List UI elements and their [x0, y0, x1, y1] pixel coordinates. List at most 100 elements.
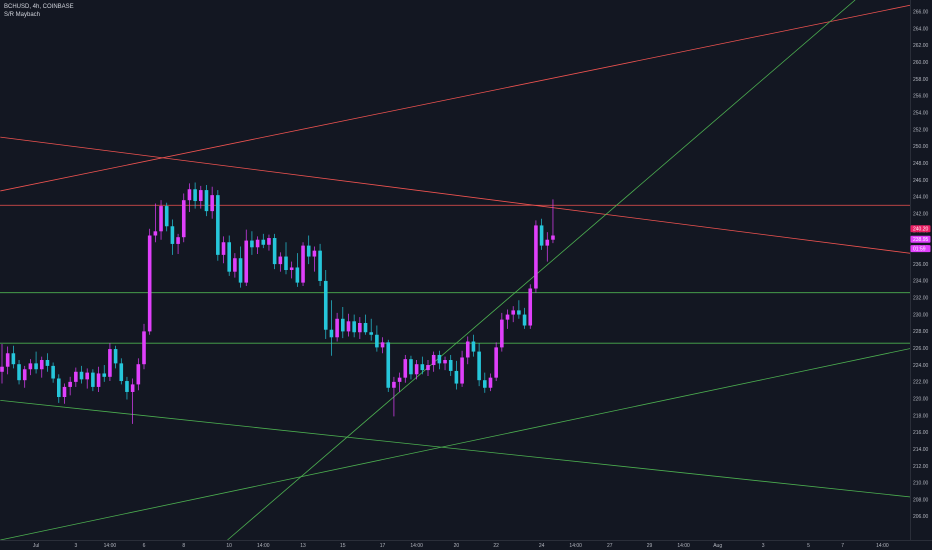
- candle-body: [545, 239, 550, 246]
- candle: [437, 350, 442, 370]
- indicator-name[interactable]: S/R Maybach: [4, 12, 41, 18]
- time-tick-label: 20: [454, 543, 460, 549]
- candle-body: [136, 364, 141, 385]
- candle-body: [460, 357, 464, 384]
- candle: [255, 236, 260, 255]
- candle: [494, 342, 498, 382]
- candle: [488, 373, 493, 392]
- candle-body: [238, 258, 243, 283]
- price-tick-label: 250.00: [913, 144, 929, 150]
- candle: [142, 323, 146, 370]
- candle: [210, 186, 214, 219]
- price-tick-label: 232.00: [913, 296, 929, 302]
- candle: [102, 365, 107, 382]
- candle-body: [216, 195, 220, 255]
- candle-body: [39, 360, 44, 370]
- candle: [261, 233, 266, 249]
- candle: [341, 307, 345, 339]
- candle: [130, 378, 135, 424]
- price-tick-label: 216.00: [913, 430, 929, 436]
- candle-body: [392, 381, 396, 388]
- candle: [471, 334, 476, 357]
- price-tick-label: 212.00: [913, 464, 929, 470]
- trend-line-green-ascending[interactable]: [0, 343, 932, 541]
- time-tick-label: 27: [607, 543, 613, 549]
- price-tick-label: 230.00: [913, 312, 929, 318]
- time-tick-label: 14:00: [410, 543, 423, 549]
- candle: [181, 193, 186, 243]
- candle-body: [306, 245, 311, 257]
- candle-body: [261, 239, 266, 245]
- candle-body: [386, 342, 391, 388]
- candle-body: [57, 378, 61, 398]
- candle-body: [471, 341, 476, 352]
- candle: [113, 345, 118, 369]
- candle: [193, 182, 197, 209]
- trend-line-red-descending[interactable]: [0, 136, 932, 257]
- trend-line-green-steep[interactable]: [227, 0, 856, 541]
- candle: [272, 233, 277, 270]
- time-tick-label: 14:00: [569, 543, 582, 549]
- candle-body: [335, 318, 339, 338]
- trend-line-green-descending[interactable]: [0, 399, 932, 500]
- candle: [170, 219, 175, 255]
- candle: [233, 253, 237, 278]
- candle-body: [28, 363, 33, 370]
- candle: [301, 242, 305, 286]
- candle-body: [500, 319, 504, 348]
- candle: [312, 246, 317, 272]
- candle: [62, 383, 67, 404]
- price-tick-label: 226.00: [913, 346, 929, 352]
- candle-body: [397, 377, 402, 382]
- candle: [323, 270, 328, 339]
- time-tick-label: 24: [539, 543, 545, 549]
- candle: [96, 366, 101, 392]
- price-tick-label: 248.00: [913, 161, 929, 167]
- candle: [238, 246, 243, 288]
- candle-body: [295, 267, 300, 283]
- candle: [74, 367, 78, 387]
- time-tick-label: 17: [380, 543, 386, 549]
- candle: [431, 351, 436, 372]
- candle: [34, 351, 38, 374]
- candle-body: [0, 366, 4, 372]
- price-tick-label: 210.00: [913, 481, 929, 487]
- candle: [199, 185, 203, 209]
- candle: [363, 314, 368, 335]
- time-tick-label: 14:00: [876, 543, 889, 549]
- price-tick-label: 228.00: [913, 329, 929, 335]
- candle-body: [448, 360, 453, 371]
- candle: [380, 337, 385, 354]
- candle: [397, 372, 402, 392]
- candle-body: [528, 288, 533, 326]
- price-axis[interactable]: [910, 0, 932, 550]
- trend-line-red-ascending[interactable]: [0, 0, 932, 192]
- candle: [306, 235, 311, 265]
- candle: [119, 358, 124, 385]
- candle: [414, 360, 419, 380]
- candle: [284, 242, 288, 275]
- candle-body: [45, 360, 50, 366]
- time-tick-label: 15: [340, 543, 346, 549]
- candle-body: [380, 342, 385, 348]
- candle-body: [68, 381, 72, 387]
- candle: [278, 252, 283, 272]
- candle-body: [204, 190, 209, 212]
- candle: [51, 362, 55, 383]
- candle-body: [454, 370, 459, 384]
- symbol-title[interactable]: BCHUSD, 4h, COINBASE: [4, 4, 74, 10]
- candle-body: [176, 237, 180, 244]
- candle-body: [244, 240, 249, 283]
- candle: [136, 358, 141, 391]
- candle-body: [187, 189, 192, 201]
- candle-body: [96, 373, 101, 387]
- price-tag: [910, 225, 931, 233]
- time-tick-label: 22: [493, 543, 499, 549]
- candle-body: [534, 225, 538, 289]
- candle: [505, 309, 510, 329]
- candle-body: [465, 341, 470, 358]
- time-axis[interactable]: [0, 540, 932, 550]
- candle-body: [181, 200, 186, 238]
